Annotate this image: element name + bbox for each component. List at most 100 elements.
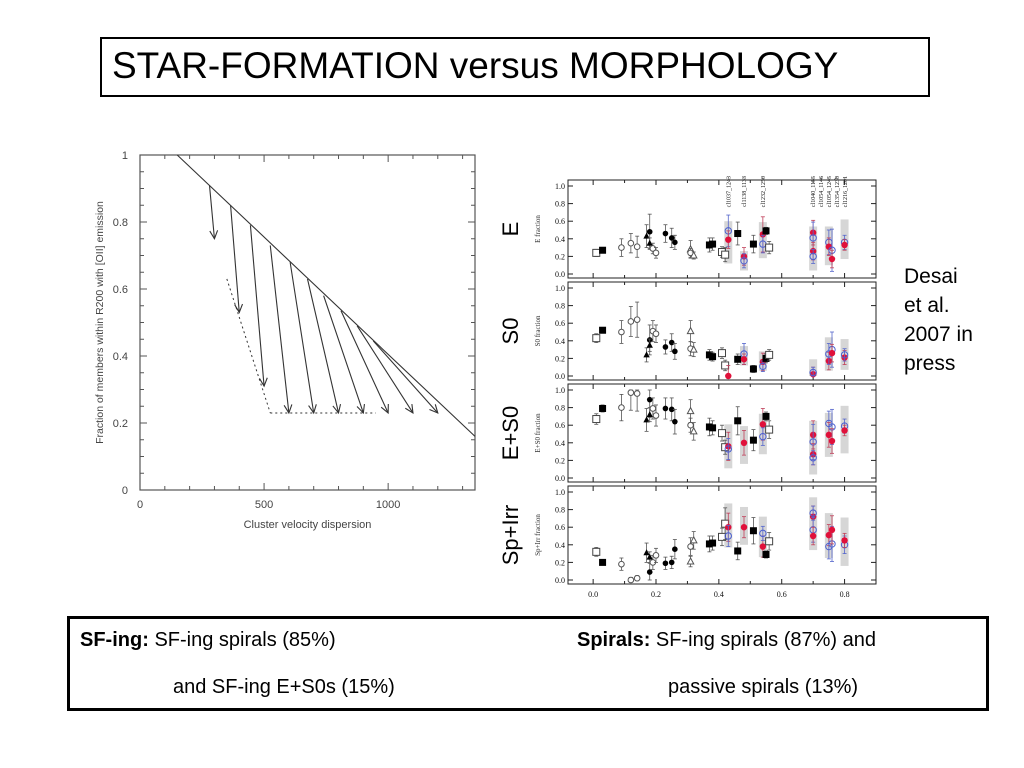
data-point-red-dot (740, 356, 748, 363)
summary-left-text1: SF-ing spirals (85%) (154, 629, 336, 651)
panel-sp-irr: 0.0 0.2 0.4 0.6 0.8 1.0 Sp+Irr Sp+Irr fraction (498, 485, 877, 585)
data-point-red-dot (759, 421, 767, 428)
data-point-filled-circle (672, 418, 678, 425)
summary-box: SF-ing: SF-ing spirals (85%) and SF-ing … (67, 616, 989, 711)
data-point-red-dot (725, 236, 732, 243)
y-tick-label: 0.6 (555, 217, 565, 226)
data-point-red-dot (841, 241, 848, 249)
arrow-head (259, 377, 268, 388)
panel-label: E+S0 (498, 406, 523, 460)
y-tick-label: 0.2 (555, 558, 565, 567)
slide-title: STAR-FORMATION versus MORPHOLOGY (112, 45, 839, 86)
data-point-red-dot (725, 372, 732, 380)
x-tick-label: 500 (255, 499, 273, 511)
data-point-open-circle (627, 389, 635, 396)
x-tick-label: 0 (137, 499, 143, 511)
data-point-red-dot (740, 439, 748, 446)
data-point-red-dot (759, 543, 767, 550)
data-point-open-triangle (686, 326, 695, 335)
data-point-open-triangle (689, 345, 698, 353)
plot-frame (139, 154, 476, 491)
y-tick-label: 0 (122, 485, 128, 497)
arrow-shaft (269, 245, 290, 414)
data-point-blue-circle (809, 454, 817, 462)
y-tick-label: 1.0 (555, 284, 565, 293)
data-point-filled-square (749, 240, 757, 248)
x-tick-label: 0.2 (651, 590, 661, 598)
data-point-filled-square (599, 558, 607, 566)
arrow-shaft (289, 262, 315, 414)
x-tick-label: 0.6 (777, 590, 787, 598)
data-point-filled-square (709, 424, 717, 432)
panel-label: S0 (498, 318, 523, 345)
data-point-filled-circle (646, 569, 653, 575)
data-point-filled-triangle (646, 553, 653, 560)
data-point-filled-triangle (646, 341, 653, 348)
data-point-red-dot (809, 532, 817, 540)
panel-e-s0: 0.0 0.2 0.4 0.6 0.8 1.0 E+S0 E+S0 fraction (498, 383, 877, 483)
arrow-shaft (340, 310, 389, 414)
data-point-blue-circle (809, 234, 817, 242)
summary-right-text1: SF-ing spirals (87%) and (655, 629, 877, 651)
data-point-blue-circle (809, 509, 817, 517)
data-point-filled-square (734, 230, 742, 238)
data-point-filled-square (749, 436, 757, 444)
data-point-open-square (765, 425, 774, 434)
arrow-shaft (306, 278, 340, 414)
y-tick-label: 0.6 (555, 523, 565, 532)
data-point-open-triangle (689, 250, 698, 259)
redshift-morphology-chart: 0.00.20.40.60.81.0E E fraction0.00.20.40.… (498, 176, 877, 598)
data-point-filled-square (762, 412, 770, 420)
cluster-label: cl1138_1133 (742, 176, 748, 207)
data-point-open-triangle (686, 556, 695, 565)
panel-sublabel: E fraction (534, 215, 542, 243)
arrow-head (308, 404, 317, 415)
panel-sublabel: S0 fraction (534, 315, 542, 346)
summary-left-label: SF-ing: (80, 629, 149, 651)
data-point-red-dot (841, 537, 848, 544)
y-tick-label: 0.8 (555, 404, 565, 413)
data-point-blue-circle (724, 445, 732, 453)
data-point-open-circle (687, 421, 694, 429)
data-point-red-dot (841, 427, 848, 434)
cluster-label: cl1037_1243 (726, 176, 732, 207)
panel-frame (567, 179, 877, 279)
y-tick-label: 0.8 (555, 302, 565, 311)
cluster-label: cl1232_1250 (761, 176, 767, 207)
arrow-head (234, 303, 244, 314)
y-tick-label: 0.6 (555, 319, 565, 328)
data-point-filled-circle (668, 339, 675, 346)
data-point-open-circle (627, 576, 635, 584)
data-point-open-circle (652, 412, 660, 419)
data-point-filled-square (599, 246, 607, 254)
y-tick-label: 0.0 (555, 474, 565, 483)
summary-left-line1: SF-ing: SF-ing spirals (85%) (80, 629, 336, 652)
cluster-label: cl1054_1146 (819, 176, 825, 207)
data-point-red-dot (828, 349, 836, 357)
data-point-filled-circle (668, 235, 675, 241)
data-point-open-circle (618, 244, 625, 251)
panel-label: Sp+Irr (498, 505, 523, 566)
data-point-red-dot (825, 531, 833, 539)
velocity-dispersion-chart: 0 500 1000 0 0.2 0.4 0.6 0.8 1 Cluster velocity d… (94, 150, 476, 531)
data-point-filled-circle (672, 348, 678, 355)
data-point-open-circle (618, 560, 625, 568)
y-tick-label: 0.0 (555, 270, 565, 279)
panel-sublabel: E+S0 fraction (534, 413, 542, 453)
x-tick-label: 0.0 (588, 590, 598, 598)
data-point-filled-circle (668, 406, 675, 413)
arrow-shaft (208, 185, 215, 239)
y-tick-label: 0.0 (555, 372, 565, 381)
data-point-red-dot (828, 437, 836, 445)
y-tick-label: 1.0 (555, 488, 565, 497)
data-point-blue-circle (809, 368, 817, 377)
panel-frame (567, 485, 877, 585)
arrow-head (209, 230, 219, 241)
data-point-open-triangle (689, 426, 698, 435)
summary-right-line1: Spirals: SF-ing spirals (87%) and (577, 629, 876, 652)
data-point-filled-square (749, 527, 757, 535)
data-point-open-square (718, 429, 726, 438)
data-point-blue-circle (759, 362, 767, 371)
arrow-head (405, 403, 414, 415)
panel-s0: 0.0 0.2 0.4 0.6 0.8 1.0 S0 S0 fraction (498, 281, 877, 381)
